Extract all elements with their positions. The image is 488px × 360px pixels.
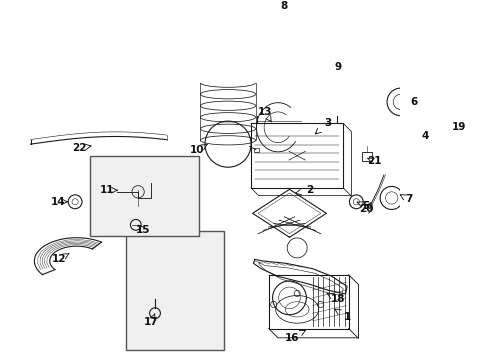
Text: 2: 2 [305, 185, 312, 195]
Text: 15: 15 [136, 225, 150, 235]
Bar [125, 231, 223, 350]
Text: 4: 4 [421, 131, 428, 141]
Text: 5: 5 [361, 201, 368, 211]
Text: 14: 14 [51, 197, 65, 207]
Text: 11: 11 [100, 185, 114, 195]
Text: 19: 19 [450, 122, 465, 132]
Text: 22: 22 [72, 143, 87, 153]
Text: 17: 17 [143, 318, 158, 328]
Text: 6: 6 [409, 97, 417, 107]
Text: 20: 20 [358, 204, 373, 215]
Text: 10: 10 [190, 145, 204, 155]
Text: 1: 1 [343, 312, 350, 322]
Text: 18: 18 [330, 294, 345, 304]
Text: 13: 13 [257, 107, 272, 117]
Text: 7: 7 [404, 194, 411, 204]
Bar [90, 156, 199, 236]
Text: 9: 9 [334, 62, 341, 72]
Text: 3: 3 [324, 118, 331, 128]
Text: 16: 16 [284, 333, 299, 343]
Text: 8: 8 [280, 1, 287, 11]
Bar [254, 148, 258, 152]
Text: 21: 21 [366, 156, 381, 166]
Bar [362, 152, 371, 161]
Text: 12: 12 [52, 255, 66, 264]
